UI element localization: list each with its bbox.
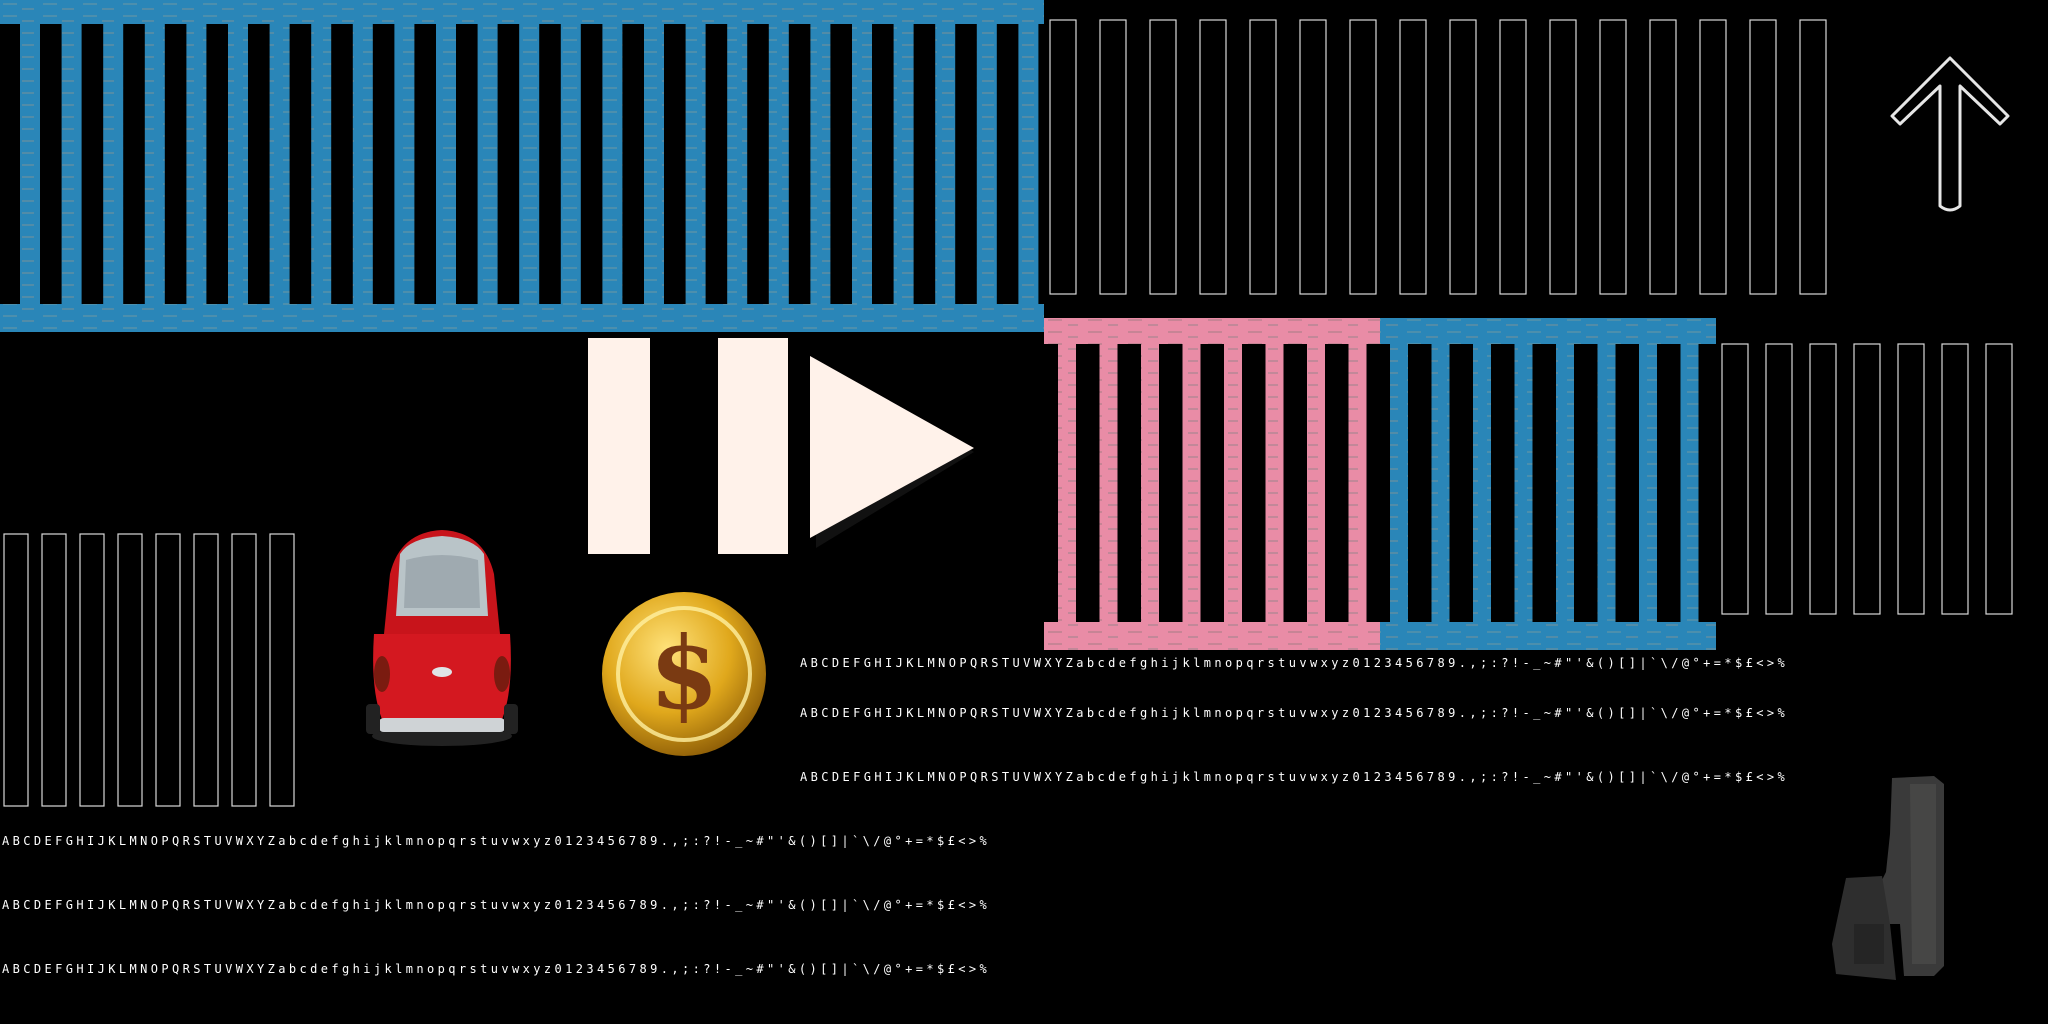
gold-dollar-coin: $ <box>602 592 766 756</box>
fence-outline-picket <box>1049 19 1077 295</box>
fence-outline-picket <box>193 533 219 807</box>
fence-outline-picket <box>1985 343 2013 615</box>
fence-picket <box>436 20 456 310</box>
red-car-sprite <box>366 530 518 746</box>
fence-outline-picket <box>155 533 181 807</box>
fence-outline-picket <box>1299 19 1327 295</box>
fence-outline-picket <box>269 533 295 807</box>
fence-picket <box>61 20 82 310</box>
fence-picket <box>519 20 540 310</box>
fence-outline-sprite <box>1049 19 1827 295</box>
fence-picket <box>1058 340 1076 624</box>
play-icon <box>810 356 974 548</box>
fence-picket <box>1307 340 1325 624</box>
fence-picket <box>768 20 789 310</box>
fence-picket <box>1348 340 1367 624</box>
fence-outline-picket <box>1941 343 1969 615</box>
fence-picket <box>1224 340 1242 624</box>
fence-picket <box>1680 340 1699 624</box>
font-sheet-row-1: ABCDEFGHIJKLMNOPQRSTUVWXYZabcdefghijklmn… <box>800 656 1789 670</box>
fence-picket <box>1473 340 1491 624</box>
font-sheet-row-3: ABCDEFGHIJKLMNOPQRSTUVWXYZabcdefghijklmn… <box>800 770 1789 784</box>
fence-picket <box>810 20 831 310</box>
fence-outline-picket <box>1199 19 1227 295</box>
fence-picket <box>1018 20 1039 310</box>
fence-picket <box>228 20 248 310</box>
fence-outline-picket <box>41 533 67 807</box>
fence-outline-picket <box>1765 343 1793 615</box>
fence-picket <box>893 20 914 310</box>
fence-picket <box>269 20 290 310</box>
font-sheet-row-2: ABCDEFGHIJKLMNOPQRSTUVWXYZabcdefghijklmn… <box>800 706 1789 720</box>
fence-outline-picket <box>1149 19 1177 295</box>
fence-outline-picket <box>1699 19 1727 295</box>
fence-outline-picket <box>1749 19 1777 295</box>
fence-outline-picket <box>3 533 29 807</box>
fence-outline-picket <box>79 533 105 807</box>
fence-picket <box>602 20 623 310</box>
fence-outline-picket <box>1499 19 1527 295</box>
fence-picket <box>1265 340 1284 624</box>
fence-picket <box>727 20 748 310</box>
font-sheet-row-6: ABCDEFGHIJKLMNOPQRSTUVWXYZabcdefghijklmn… <box>2 962 991 976</box>
fence-picket <box>560 20 581 310</box>
fence-picket <box>1556 340 1574 624</box>
pause-icon-bar <box>718 338 788 554</box>
fence-picket <box>644 20 664 310</box>
fence-picket <box>935 20 956 310</box>
fence-outline-picket <box>1897 343 1925 615</box>
fence-picket <box>311 20 332 310</box>
fence-top-rail-blue <box>1380 318 1716 344</box>
fence-outline-picket <box>1249 19 1277 295</box>
font-sheet-row-4: ABCDEFGHIJKLMNOPQRSTUVWXYZabcdefghijklmn… <box>2 834 991 848</box>
fence-bottom-rail-pink <box>1044 622 1380 650</box>
fence-outline-picket <box>117 533 143 807</box>
fence-outline-picket <box>1349 19 1377 295</box>
fence-outline-picket <box>1449 19 1477 295</box>
fence-picket <box>852 20 872 310</box>
font-sheet-row-5: ABCDEFGHIJKLMNOPQRSTUVWXYZabcdefghijklmn… <box>2 898 991 912</box>
fence-outline-picket <box>1853 343 1881 615</box>
fence-picket <box>20 20 40 310</box>
up-arrow-icon <box>1890 56 2010 212</box>
fence-picket <box>976 20 997 310</box>
fence-outline-picket <box>1549 19 1577 295</box>
fence-outline-picket <box>1399 19 1427 295</box>
fence-outline-picket <box>1721 343 1749 615</box>
fence-picket <box>1431 340 1450 624</box>
fence-bottom-rail-blue <box>1380 622 1716 650</box>
pink-blue-fence-sprite <box>1044 318 1716 650</box>
fence-picket <box>352 20 373 310</box>
fence-picket <box>1099 340 1118 624</box>
fence-picket <box>477 20 498 310</box>
fence-outline-picket <box>1809 343 1837 615</box>
fence-outline-picket <box>231 533 257 807</box>
fence-picket <box>685 20 706 310</box>
fence-picket <box>1514 340 1533 624</box>
pause-icon <box>588 338 650 554</box>
blue-fence-sprite <box>0 0 1044 332</box>
fence-picket <box>1639 340 1657 624</box>
fence-top-rail-pink <box>1044 318 1380 344</box>
fence-outline-picket <box>1099 19 1127 295</box>
coin-dollar-sign: $ <box>649 614 719 732</box>
fence-picket <box>1390 340 1408 624</box>
fence-picket <box>186 20 207 310</box>
fence-picket <box>394 20 415 310</box>
fence-outline-picket <box>1649 19 1677 295</box>
fence-picket <box>1597 340 1616 624</box>
pistol-sprite <box>1832 776 1944 980</box>
fence-picket <box>1141 340 1159 624</box>
fence-picket <box>103 20 124 310</box>
fence-outline-sprite-left <box>3 533 295 807</box>
fence-outline-picket <box>1799 19 1827 295</box>
fence-picket <box>1182 340 1201 624</box>
fence-picket <box>144 20 165 310</box>
fence-outline-sprite-small <box>1721 343 2013 615</box>
fence-outline-picket <box>1599 19 1627 295</box>
